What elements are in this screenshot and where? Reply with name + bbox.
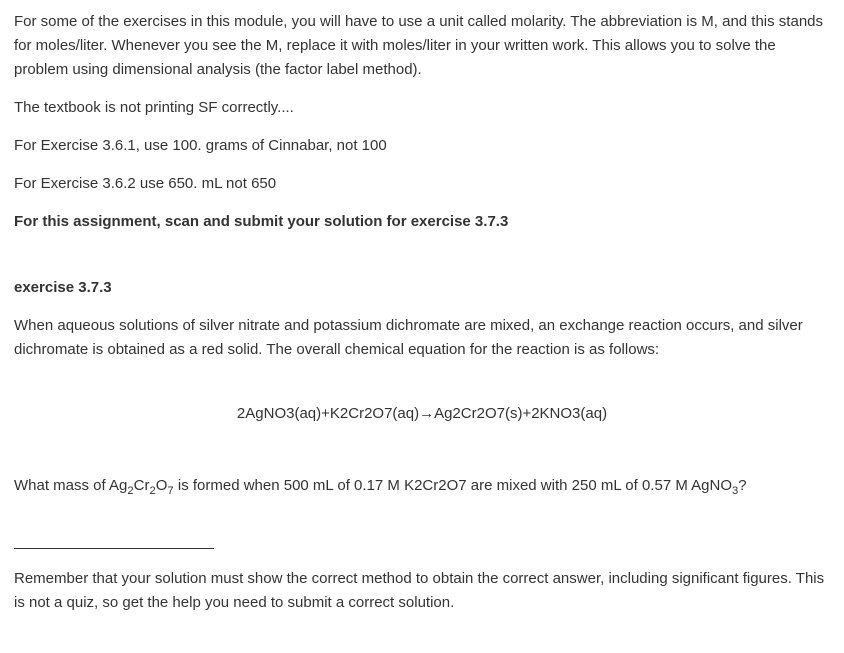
exercise-question: What mass of Ag2Cr2O7 is formed when 500… xyxy=(14,474,830,500)
intro-paragraph-4: For Exercise 3.6.2 use 650. mL not 650 xyxy=(14,172,830,196)
compound-name: AgNO xyxy=(691,477,732,494)
question-text: What mass of Ag xyxy=(14,477,127,494)
intro-paragraph-1: For some of the exercises in this module… xyxy=(14,10,830,82)
question-text: is formed when 500 mL of 0.17 M xyxy=(174,477,404,494)
intro-paragraph-2: The textbook is not printing SF correctl… xyxy=(14,96,830,120)
question-text: ? xyxy=(738,477,746,494)
question-text: are mixed with 250 mL of 0.57 M xyxy=(467,477,692,494)
footnote-text: Remember that your solution must show th… xyxy=(14,567,830,615)
exercise-title: exercise 3.7.3 xyxy=(14,276,830,300)
intro-paragraph-5: For this assignment, scan and submit you… xyxy=(14,210,830,234)
compound-name: K2Cr2O7 xyxy=(404,477,467,494)
question-text: Cr xyxy=(134,477,150,494)
exercise-prompt: When aqueous solutions of silver nitrate… xyxy=(14,314,830,362)
intro-paragraph-3: For Exercise 3.6.1, use 100. grams of Ci… xyxy=(14,134,830,158)
chemical-equation: 2AgNO3(aq)+K2Cr2O7(aq)→Ag2Cr2O7(s)+2KNO3… xyxy=(14,402,830,426)
divider-line xyxy=(14,548,214,549)
question-text: O xyxy=(156,477,168,494)
